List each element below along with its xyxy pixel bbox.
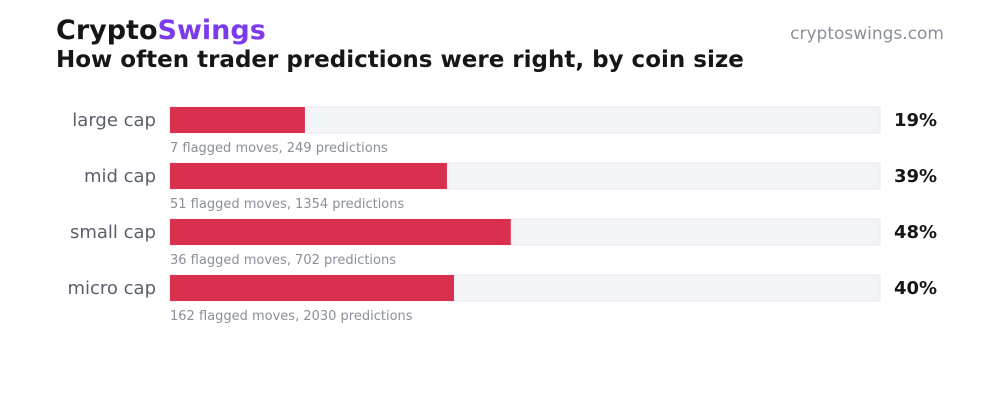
brand-name-first: Crypto xyxy=(56,15,158,46)
bar-note: 162 flagged moves, 2030 predictions xyxy=(170,309,413,324)
bar-note: 51 flagged moves, 1354 predictions xyxy=(170,197,405,212)
value-label: 48% xyxy=(894,222,937,243)
value-label: 19% xyxy=(894,110,937,131)
bar xyxy=(170,163,447,189)
site-url: cryptoswings.com xyxy=(790,24,944,44)
category-label: small cap xyxy=(70,222,156,243)
value-label: 39% xyxy=(894,166,937,187)
bar-note: 7 flagged moves, 249 predictions xyxy=(170,141,388,156)
value-label: 40% xyxy=(894,278,937,299)
category-label: mid cap xyxy=(84,166,156,187)
category-label: micro cap xyxy=(67,278,156,299)
bar xyxy=(170,275,454,301)
chart-title: How often trader predictions were right,… xyxy=(56,47,744,73)
category-label: large cap xyxy=(72,110,156,131)
brand-name-second: Swings xyxy=(157,15,266,46)
bar-note: 36 flagged moves, 702 predictions xyxy=(170,253,396,268)
bar xyxy=(170,219,511,245)
bar xyxy=(170,107,305,133)
brand-logo: CryptoSwings xyxy=(56,14,266,48)
